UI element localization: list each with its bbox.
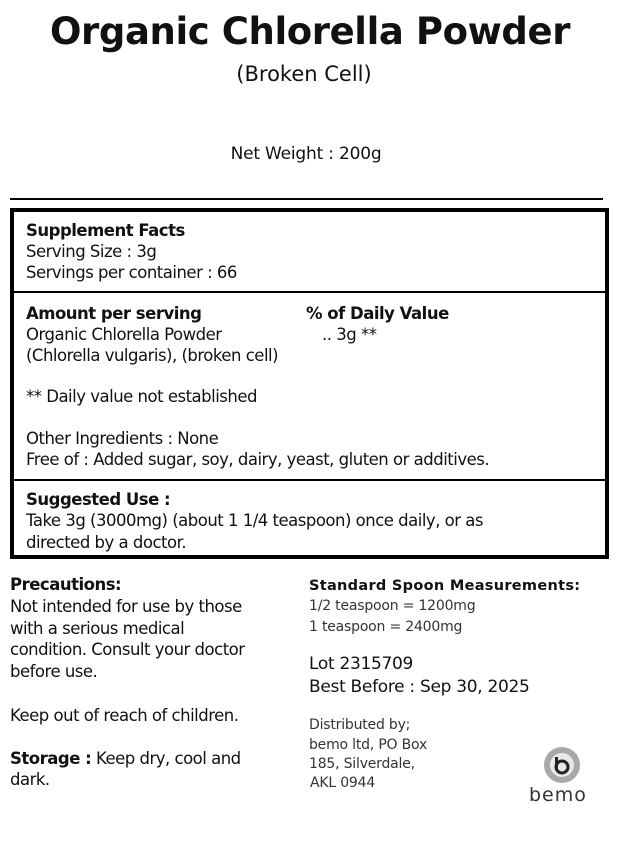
suggested-use-heading: Suggested Use : <box>26 490 171 509</box>
dv-header: % of Daily Value <box>306 304 449 323</box>
distributor-line: Distributed by; <box>309 717 411 733</box>
distributor-line: 185, Silverdale, <box>309 756 415 772</box>
precaution-line: before use. <box>10 662 98 681</box>
precaution-line: Not intended for use by those <box>10 597 242 616</box>
free-of: Free of : Added sugar, soy, dairy, yeast… <box>26 450 490 469</box>
supplement-facts-box <box>10 208 609 559</box>
servings-per-container: Servings per container : 66 <box>26 263 237 282</box>
best-before: Best Before : Sep 30, 2025 <box>309 677 530 697</box>
precautions-heading: Precautions: <box>10 575 122 594</box>
product-title: Organic Chlorella Powder <box>49 10 571 53</box>
divider <box>10 198 603 200</box>
storage-text: Keep dry, cool and <box>91 749 241 768</box>
distributor-line: bemo ltd, PO Box <box>309 737 428 753</box>
precaution-line: with a serious medical <box>10 619 185 638</box>
divider <box>14 479 605 481</box>
lot-number: Lot 2315709 <box>309 654 414 674</box>
suggested-use-line: directed by a doctor. <box>26 533 187 552</box>
spoon-heading: Standard Spoon Measurements: <box>309 578 581 594</box>
suggested-use-line: Take 3g (3000mg) (about 1 1/4 teaspoon) … <box>26 511 484 530</box>
serving-size: Serving Size : 3g <box>26 242 157 261</box>
ingredient-detail: (Chlorella vulgaris), (broken cell) <box>26 346 279 365</box>
other-ingredients: Other Ingredients : None <box>26 429 219 448</box>
spoon-line: 1 teaspoon = 2400mg <box>309 619 463 635</box>
product-subtitle: (Broken Cell) <box>236 62 372 86</box>
dv-note: ** Daily value not established <box>26 387 257 406</box>
facts-heading: Supplement Facts <box>26 221 185 240</box>
divider <box>14 291 605 293</box>
storage-label: Storage : <box>10 749 92 768</box>
spoon-line: 1/2 teaspoon = 1200mg <box>309 598 476 614</box>
bemo-logo-text: bemo <box>529 784 587 806</box>
ingredient-amount: .. 3g ** <box>322 325 377 344</box>
precaution-line: condition. Consult your doctor <box>10 640 245 659</box>
storage-line: dark. <box>10 770 50 789</box>
bemo-logo-icon <box>544 747 580 783</box>
amount-header: Amount per serving <box>26 304 202 323</box>
storage-line: Storage : Keep dry, cool and <box>10 749 241 769</box>
keep-out-note: Keep out of reach of children. <box>10 706 239 725</box>
net-weight: Net Weight : 200g <box>230 144 382 164</box>
distributor-line: AKL 0944 <box>310 775 376 791</box>
ingredient-name: Organic Chlorella Powder <box>26 325 222 344</box>
